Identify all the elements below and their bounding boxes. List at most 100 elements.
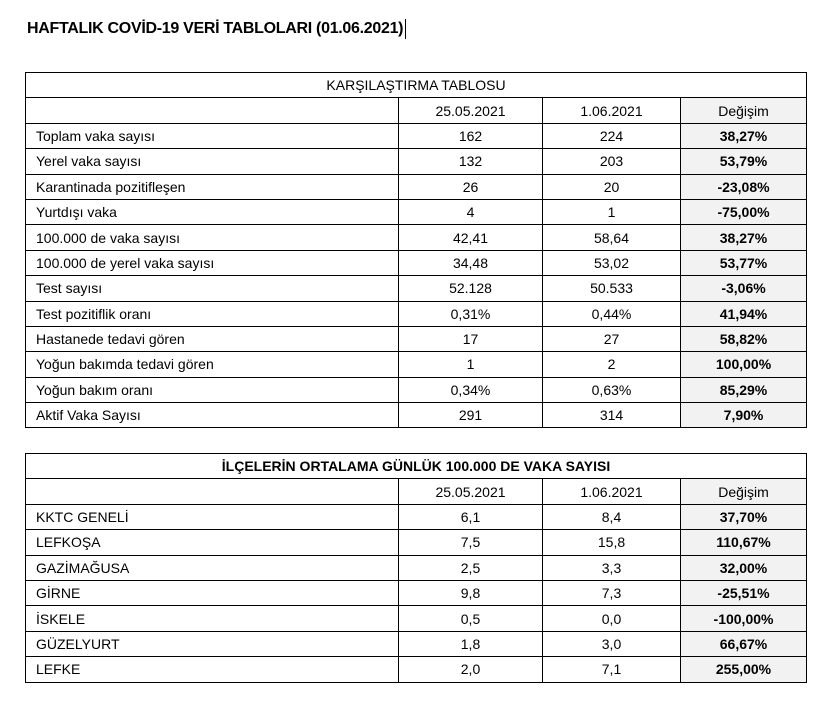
table-row: Hastanede tedavi gören 17 27 58,82% xyxy=(25,325,808,353)
header-cell: 25.05.2021 xyxy=(398,478,543,505)
value-curr: 224 xyxy=(542,122,681,150)
value-prev: 4 xyxy=(398,198,543,226)
value-curr: 0,0 xyxy=(542,605,681,632)
change-value: 38,27% xyxy=(679,224,808,251)
district-table: İLÇELERİN ORTALAMA GÜNLÜK 100.000 DE VAK… xyxy=(25,452,807,683)
table-row: Karantinada pozitifleşen 26 20 -23,08% xyxy=(25,173,808,200)
value-curr: 314 xyxy=(542,402,681,429)
value-curr: 53,02 xyxy=(542,249,681,277)
value-prev: 2,5 xyxy=(398,554,543,581)
table-row: KKTC GENELİ 6,1 8,4 37,70% xyxy=(25,503,807,531)
value-prev: 1 xyxy=(398,351,543,378)
change-value: 85,29% xyxy=(679,376,808,404)
table-row: Toplam vaka sayısı 162 224 38,27% xyxy=(25,122,808,150)
table-header-row: 25.05.2021 1.06.2021 Değişim xyxy=(25,478,807,505)
header-cell: 25.05.2021 xyxy=(398,97,543,124)
value-curr: 20 xyxy=(542,173,681,200)
value-curr: 50.533 xyxy=(542,275,681,302)
change-value: 100,00% xyxy=(679,351,808,378)
value-curr: 7,1 xyxy=(542,656,681,683)
change-value: -3,06% xyxy=(679,275,808,302)
table-row: GÜZELYURT 1,8 3,0 66,67% xyxy=(25,630,807,658)
row-label: Test pozitiflik oranı xyxy=(25,300,399,327)
row-label: GÜZELYURT xyxy=(25,630,399,658)
value-prev: 2,0 xyxy=(398,656,543,683)
header-cell xyxy=(25,478,399,505)
row-label: KKTC GENELİ xyxy=(25,503,399,531)
row-label: 100.000 de yerel vaka sayısı xyxy=(25,249,399,277)
row-label: Yoğun bakım oranı xyxy=(25,376,399,404)
document-title[interactable]: HAFTALIK COVİD-19 VERİ TABLOLARI (01.06.… xyxy=(27,19,407,39)
value-prev: 1,8 xyxy=(398,630,543,658)
value-prev: 0,34% xyxy=(398,376,543,404)
table-caption: İLÇELERİN ORTALAMA GÜNLÜK 100.000 DE VAK… xyxy=(25,452,807,480)
table-row: Yurtdışı vaka 4 1 -75,00% xyxy=(25,198,808,226)
table-row: LEFKOŞA 7,5 15,8 110,67% xyxy=(25,529,807,556)
value-prev: 26 xyxy=(398,173,543,200)
value-prev: 162 xyxy=(398,122,543,150)
value-curr: 3,3 xyxy=(542,554,681,581)
row-label: GAZİMAĞUSA xyxy=(25,554,399,581)
row-label: Hastanede tedavi gören xyxy=(25,325,399,353)
change-value: 53,79% xyxy=(679,148,808,175)
header-cell: Değişim xyxy=(679,97,808,124)
row-label: 100.000 de vaka sayısı xyxy=(25,224,399,251)
change-value: 37,70% xyxy=(680,503,807,531)
row-label: LEFKE xyxy=(25,656,399,683)
header-cell: 1.06.2021 xyxy=(542,478,681,505)
text-cursor xyxy=(405,19,407,39)
row-label: Karantinada pozitifleşen xyxy=(25,173,399,200)
value-curr: 27 xyxy=(542,325,681,353)
change-value: 110,67% xyxy=(680,529,807,556)
row-label: GİRNE xyxy=(25,579,399,607)
value-curr: 8,4 xyxy=(542,503,681,531)
row-label: Yurtdışı vaka xyxy=(25,198,399,226)
value-curr: 1 xyxy=(542,198,681,226)
value-prev: 291 xyxy=(398,402,543,429)
value-prev: 34,48 xyxy=(398,249,543,277)
value-prev: 9,8 xyxy=(398,579,543,607)
value-curr: 3,0 xyxy=(542,630,681,658)
table-row: Yoğun bakımda tedavi gören 1 2 100,00% xyxy=(25,351,808,378)
value-prev: 0,31% xyxy=(398,300,543,327)
table-caption-row: İLÇELERİN ORTALAMA GÜNLÜK 100.000 DE VAK… xyxy=(25,452,807,480)
table-row: 100.000 de yerel vaka sayısı 34,48 53,02 53… xyxy=(25,249,808,277)
value-prev: 132 xyxy=(398,148,543,175)
table-row: GİRNE 9,8 7,3 -25,51% xyxy=(25,579,807,607)
value-prev: 7,5 xyxy=(398,529,543,556)
table-header-row: 25.05.2021 1.06.2021 Değişim xyxy=(25,97,808,124)
value-prev: 17 xyxy=(398,325,543,353)
table-row: LEFKE 2,0 7,1 255,00% xyxy=(25,656,807,683)
table-row: Test pozitiflik oranı 0,31% 0,44% 41,94% xyxy=(25,300,808,327)
table-row: 100.000 de vaka sayısı 42,41 58,64 38,27% xyxy=(25,224,808,251)
value-prev: 42,41 xyxy=(398,224,543,251)
change-value: 38,27% xyxy=(679,122,808,150)
change-value: 58,82% xyxy=(679,325,808,353)
change-value: -100,00% xyxy=(680,605,807,632)
row-label: Yerel vaka sayısı xyxy=(25,148,399,175)
value-curr: 58,64 xyxy=(542,224,681,251)
header-cell xyxy=(25,97,399,124)
value-curr: 2 xyxy=(542,351,681,378)
table-row: Test sayısı 52.128 50.533 -3,06% xyxy=(25,275,808,302)
value-prev: 6,1 xyxy=(398,503,543,531)
value-curr: 15,8 xyxy=(542,529,681,556)
value-curr: 0,44% xyxy=(542,300,681,327)
row-label: Toplam vaka sayısı xyxy=(25,122,399,150)
change-value: -25,51% xyxy=(680,579,807,607)
table-row: Yerel vaka sayısı 132 203 53,79% xyxy=(25,148,808,175)
value-curr: 0,63% xyxy=(542,376,681,404)
change-value: 32,00% xyxy=(680,554,807,581)
table-row: Aktif Vaka Sayısı 291 314 7,90% xyxy=(25,402,808,429)
row-label: LEFKOŞA xyxy=(25,529,399,556)
change-value: 41,94% xyxy=(679,300,808,327)
table-caption-row: KARŞILAŞTIRMA TABLOSU xyxy=(24,71,808,99)
change-value: 66,67% xyxy=(680,630,807,658)
change-value: -75,00% xyxy=(679,198,808,226)
table-caption: KARŞILAŞTIRMA TABLOSU xyxy=(24,71,808,99)
comparison-table: KARŞILAŞTIRMA TABLOSU 25.05.2021 1.06.20… xyxy=(24,71,808,429)
table-row: Yoğun bakım oranı 0,34% 0,63% 85,29% xyxy=(25,376,808,404)
row-label: Aktif Vaka Sayısı xyxy=(25,402,399,429)
row-label: İSKELE xyxy=(25,605,399,632)
title-text: HAFTALIK COVİD-19 VERİ TABLOLARI (01.06.… xyxy=(27,20,404,38)
